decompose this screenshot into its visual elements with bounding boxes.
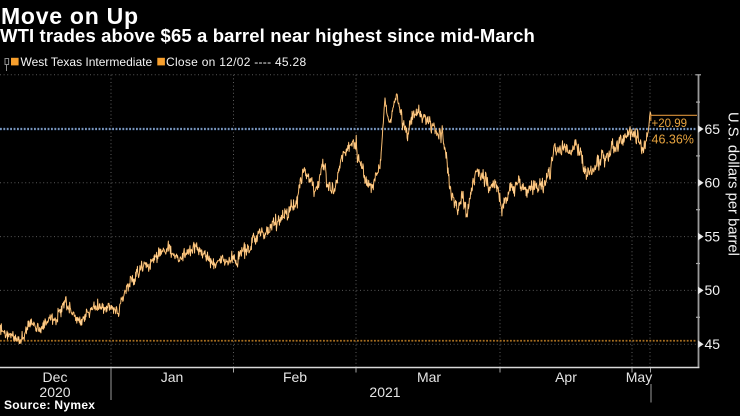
svg-text:Dec: Dec	[43, 369, 68, 385]
svg-text:50: 50	[705, 282, 721, 298]
svg-text:60: 60	[705, 175, 721, 191]
svg-text:Feb: Feb	[283, 369, 307, 385]
svg-text:Apr: Apr	[555, 369, 577, 385]
svg-text:U.S. dollars per barrel: U.S. dollars per barrel	[725, 112, 740, 256]
svg-text:Jan: Jan	[161, 369, 184, 385]
svg-text:46.36%: 46.36%	[652, 133, 694, 147]
svg-text:65: 65	[705, 121, 721, 137]
svg-text:55: 55	[705, 228, 721, 244]
svg-text:Mar: Mar	[417, 369, 441, 385]
svg-text:45: 45	[705, 336, 721, 352]
svg-text:+20.99: +20.99	[652, 118, 688, 130]
svg-text:May: May	[626, 369, 652, 385]
svg-text:2020: 2020	[39, 384, 70, 400]
svg-text:2021: 2021	[369, 384, 400, 400]
